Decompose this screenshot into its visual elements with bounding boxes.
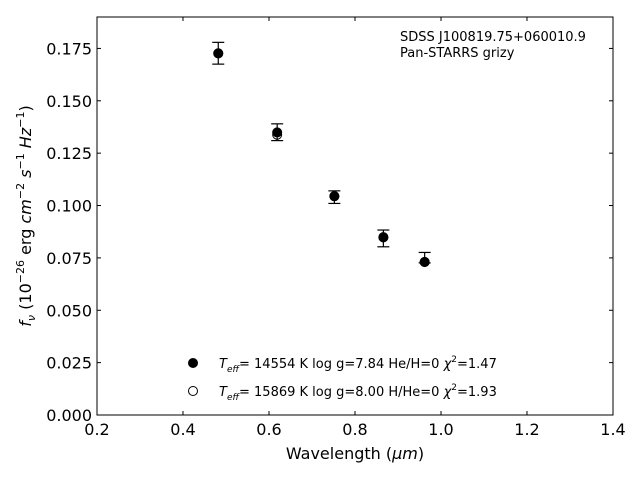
- points-layer: [212, 41, 431, 268]
- x-axis-label: Wavelength (μm): [286, 444, 424, 463]
- filled-model-point: [329, 191, 340, 202]
- ticks-layer: 0.2 0.4 0.6 0.8 1.0 1.2 1.4 0.000 0.025 0.050 0.07…: [46, 17, 626, 439]
- y-tick-label: 0.175: [46, 39, 92, 58]
- x-tick-label: 0.4: [170, 420, 195, 439]
- filled-model-point: [213, 48, 224, 59]
- legend-label-2: Teff= 15869 K log g=8.00 H/He=0 χ2=1.93: [219, 383, 497, 403]
- filled-model-point: [378, 232, 389, 243]
- x-tick-label: 1.2: [514, 420, 539, 439]
- legend-marker-open: [188, 386, 198, 396]
- x-tick-label: 0.2: [84, 420, 109, 439]
- x-tick-label: 1.0: [428, 420, 453, 439]
- x-tick-label: 0.6: [256, 420, 281, 439]
- y-tick-label: 0.050: [46, 301, 92, 320]
- y-tick-label: 0.150: [46, 92, 92, 111]
- y-tick-label: 0.000: [46, 406, 92, 425]
- legend-marker-filled: [188, 358, 198, 368]
- legend-label-1: Teff= 14554 K log g=7.84 He/H=0 χ2=1.47: [219, 355, 497, 375]
- filled-model-point: [272, 127, 283, 138]
- y-axis-label: fν (10−26 erg cm−2 s−1 Hz−1): [14, 105, 38, 326]
- annotation-line-1: SDSS J100819.75+060010.9: [400, 30, 586, 45]
- y-tick-label: 0.025: [46, 354, 92, 373]
- legend: Teff= 14554 K log g=7.84 He/H=0 χ2=1.47 …: [188, 355, 497, 403]
- y-tick-label: 0.125: [46, 144, 92, 163]
- y-tick-label: 0.100: [46, 197, 92, 216]
- y-tick-label: 0.075: [46, 249, 92, 268]
- filled-model-point: [419, 257, 430, 268]
- x-tick-label: 1.4: [600, 420, 625, 439]
- x-tick-label: 0.8: [342, 420, 367, 439]
- annotation-line-2: Pan-STARRS grizy: [400, 46, 515, 61]
